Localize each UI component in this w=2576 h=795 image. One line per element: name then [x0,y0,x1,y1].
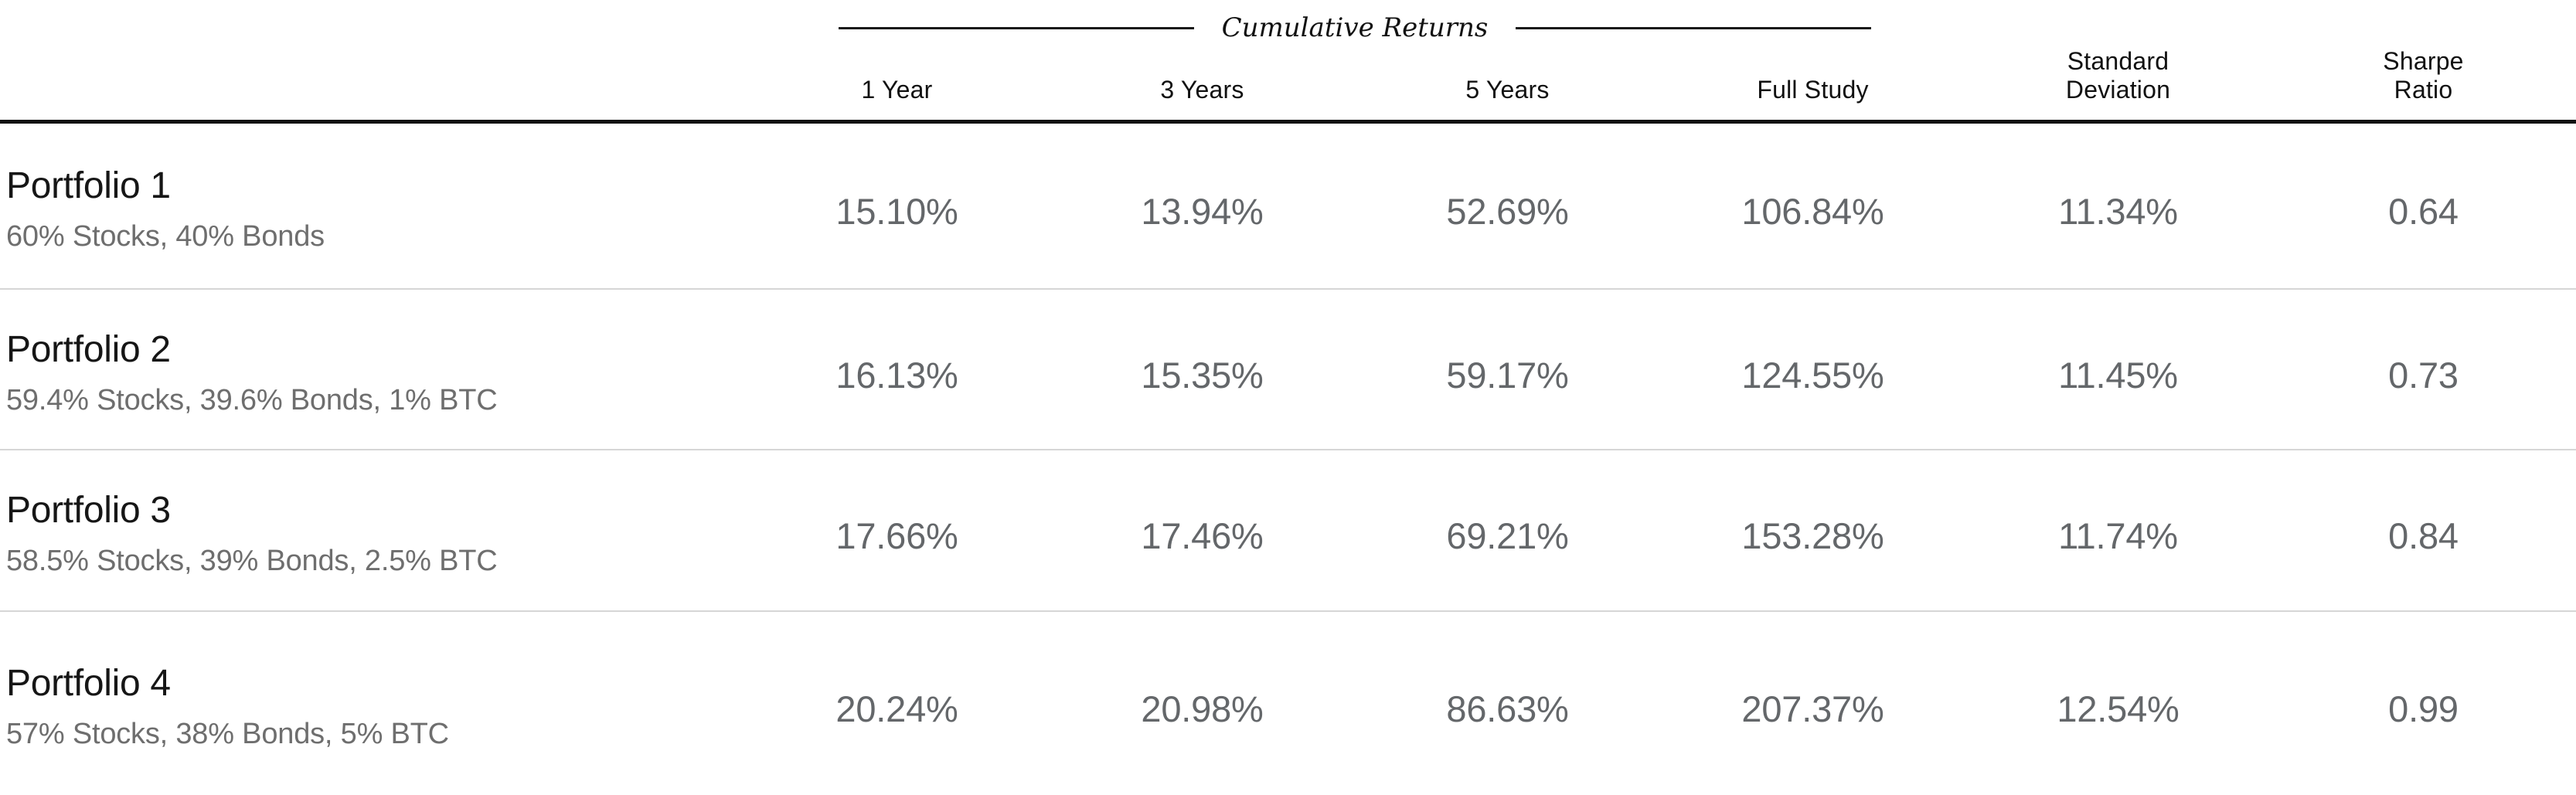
column-header-label-line2: Deviation [2065,75,2171,104]
cell-p2-full-study: 124.55% [1660,290,1965,450]
cell-p2-standard-deviation: 11.45% [1965,290,2271,450]
portfolio-allocation: 57% Stocks, 38% Bonds, 5% BTC [6,718,449,750]
column-header-label-line1: Standard [2067,46,2169,75]
column-header-full-study: Full Study [1660,0,1965,124]
group-header-rule-right [1516,26,1871,29]
cell-p2-sharpe-ratio: 0.73 [2271,290,2576,450]
cell-p1-full-study: 106.84% [1660,124,1965,290]
cell-p4-standard-deviation: 12.54% [2057,688,2180,729]
column-header-1-year: 1 Year [744,0,1050,124]
cell-p4-5-years: 86.63% [1446,688,1569,729]
column-header-standard-deviation: Standard Deviation [1965,0,2271,124]
cell-p4-full-study: 207.37% [1741,688,1884,729]
portfolio-title: Portfolio 1 [6,165,171,207]
cell-p1-1-year: 15.10% [744,124,1050,290]
portfolio-title: Portfolio 3 [6,490,171,532]
cell-p1-standard-deviation: 11.34% [1965,124,2271,290]
cell-p2-5-years: 59.17% [1355,290,1660,450]
portfolio-allocation: 60% Stocks, 40% Bonds [6,220,325,253]
cell-p3-sharpe-ratio: 0.84 [2271,450,2576,612]
cell-p4-sharpe-ratio: 0.99 [2388,688,2459,729]
row-label-portfolio-4: Portfolio 4 57% Stocks, 38% Bonds, 5% BT… [0,612,744,795]
column-header-5-years: 5 Years [1355,0,1660,124]
column-header-label: 1 Year [861,75,933,104]
column-header-3-years: 3 Years [1050,0,1355,124]
column-header-label-line2: Ratio [2394,75,2453,104]
cell-p4-1-year: 20.24% [835,688,958,729]
cell-p1-5-years: 52.69% [1355,124,1660,290]
portfolio-title: Portfolio 4 [6,663,171,705]
portfolio-allocation: 59.4% Stocks, 39.6% Bonds, 1% BTC [6,383,498,416]
column-header-label-line1: Sharpe [2383,46,2464,75]
group-header-rule-left [839,26,1194,29]
header-corner-cell [0,0,744,124]
cell-p3-full-study: 153.28% [1660,450,1965,612]
cell-p3-3-years: 17.46% [1050,450,1355,612]
cell-p2-3-years: 15.35% [1050,290,1355,450]
column-header-label: Full Study [1757,75,1869,104]
row-label-portfolio-3: Portfolio 3 58.5% Stocks, 39% Bonds, 2.5… [0,450,744,612]
cell-p1-sharpe-ratio: 0.64 [2271,124,2576,290]
group-header-caption: Cumulative Returns [1221,12,1489,43]
cell-p3-5-years: 69.21% [1355,450,1660,612]
column-header-sharpe-ratio: Sharpe Ratio [2271,0,2576,124]
cumulative-returns-group-header: Cumulative Returns [744,0,1965,43]
column-header-label: 5 Years [1465,75,1550,104]
cell-p1-3-years: 13.94% [1050,124,1355,290]
cell-p3-standard-deviation: 11.74% [1965,450,2271,612]
row-label-portfolio-2: Portfolio 2 59.4% Stocks, 39.6% Bonds, 1… [0,290,744,450]
portfolio-allocation: 58.5% Stocks, 39% Bonds, 2.5% BTC [6,545,498,577]
cell-p4-3-years: 20.98% [1141,688,1264,729]
cell-p2-1-year: 16.13% [744,290,1050,450]
row-label-portfolio-1: Portfolio 1 60% Stocks, 40% Bonds [0,124,744,290]
cell-p3-1-year: 17.66% [744,450,1050,612]
column-header-label: 3 Years [1160,75,1244,104]
portfolio-title: Portfolio 2 [6,328,171,370]
